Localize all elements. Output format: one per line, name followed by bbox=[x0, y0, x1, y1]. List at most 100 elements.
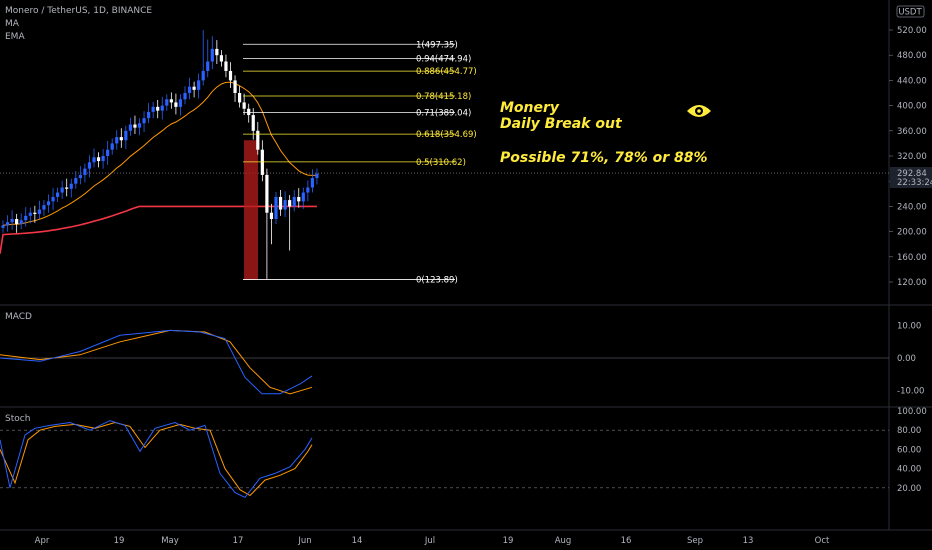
candle-body bbox=[247, 108, 251, 116]
fib-retracement[interactable]: 1(497.35) 0.94(474.94) 0.886(454.77) 0.78(4… bbox=[243, 40, 477, 286]
candle-body bbox=[233, 80, 237, 93]
candle-body bbox=[310, 178, 314, 188]
candle-body bbox=[5, 222, 10, 226]
price-tick-label: 520.00 bbox=[897, 26, 927, 36]
candle-body bbox=[1, 225, 5, 228]
annotation-line1: Monery bbox=[500, 100, 560, 116]
candle-body bbox=[19, 220, 23, 225]
candle-body bbox=[292, 196, 296, 207]
eye-icon bbox=[687, 105, 711, 117]
candle-body bbox=[46, 201, 51, 206]
candle-body bbox=[256, 130, 260, 150]
candle-body bbox=[269, 212, 274, 219]
price-tick-label: 440.00 bbox=[897, 76, 927, 86]
fib-level-label: 0.78(415.18) bbox=[416, 92, 471, 102]
candle-body bbox=[151, 106, 155, 112]
candle-body bbox=[133, 124, 137, 128]
candle-body bbox=[178, 99, 183, 107]
macd-signal-line bbox=[0, 329, 313, 395]
candle-body bbox=[69, 183, 73, 189]
candle-body bbox=[147, 111, 151, 119]
macd-title: MACD bbox=[5, 312, 32, 322]
candle-body bbox=[242, 102, 246, 109]
candle-body bbox=[174, 102, 178, 107]
candle-body bbox=[197, 80, 201, 90]
candle-body bbox=[192, 86, 196, 90]
candle-body bbox=[115, 137, 119, 144]
ma-line bbox=[0, 205, 317, 254]
moving-averages bbox=[0, 81, 889, 254]
candle-body bbox=[24, 215, 28, 221]
time-tick-label: Oct bbox=[815, 536, 830, 546]
candle-body bbox=[283, 200, 287, 210]
fib-level-label: 0(123.89) bbox=[416, 276, 458, 286]
candle-body bbox=[83, 168, 87, 175]
time-tick-label: Apr bbox=[35, 536, 50, 546]
candle-body bbox=[51, 196, 55, 202]
price-tick-label: 360.00 bbox=[897, 127, 927, 137]
candle-body bbox=[169, 99, 173, 103]
candles bbox=[1, 30, 319, 279]
candle-body bbox=[110, 143, 114, 150]
candle-body bbox=[265, 174, 269, 213]
candle-body bbox=[315, 173, 319, 179]
time-tick-label: May bbox=[161, 536, 179, 546]
ema-line bbox=[2, 81, 317, 226]
candle-body bbox=[142, 118, 146, 124]
macd-tick-label: -10.00 bbox=[897, 387, 924, 397]
candle-body bbox=[74, 178, 78, 184]
ma-label: MA bbox=[5, 19, 20, 29]
candle-body bbox=[297, 196, 301, 202]
candle-body bbox=[274, 196, 278, 219]
candle-body bbox=[33, 212, 37, 214]
candle-body bbox=[28, 212, 32, 216]
currency-badge[interactable] bbox=[896, 5, 925, 18]
time-ticks: Apr 19 May 17 Jun 14 Jul 19 Aug 16 Sep 13 Oct bbox=[35, 536, 830, 546]
fib-level-label: 0.94(474.94) bbox=[416, 54, 471, 64]
candle-body bbox=[65, 187, 69, 189]
fib-level-label: 1(497.35) bbox=[416, 40, 458, 50]
stoch-tick-label: 20.00 bbox=[897, 484, 921, 494]
time-tick-label: Aug bbox=[555, 536, 572, 546]
stoch-tick-label: 60.00 bbox=[897, 445, 921, 455]
candle-body bbox=[306, 187, 310, 193]
candle-body bbox=[128, 124, 132, 131]
stoch-k-line bbox=[0, 420, 313, 499]
candle-body bbox=[124, 130, 128, 141]
candle-body bbox=[278, 196, 283, 210]
fib-level-label: 0.5(310.62) bbox=[416, 158, 466, 168]
price-ticks: 520.00480.00440.00400.00360.00320.00280.… bbox=[897, 26, 927, 288]
time-tick-label: Sep bbox=[687, 536, 703, 546]
stoch-tick-label: 40.00 bbox=[897, 465, 921, 475]
candle-body bbox=[101, 156, 105, 162]
candle-body bbox=[96, 157, 101, 162]
candle-body bbox=[137, 123, 142, 128]
fib-level-label: 0.886(454.77) bbox=[416, 67, 477, 77]
fib-level-label: 0.71(389.04) bbox=[416, 109, 471, 119]
macd-line bbox=[0, 329, 313, 395]
candle-body bbox=[228, 70, 233, 81]
symbol-title: Monero / TetherUS, 1D, BINANCE bbox=[5, 6, 152, 16]
candle-body bbox=[165, 99, 169, 106]
stoch-pane: 100.00 80.00 60.00 40.00 20.00 bbox=[0, 407, 927, 499]
highlight-zone bbox=[244, 140, 258, 280]
candle-body bbox=[224, 61, 228, 71]
candle-body bbox=[201, 70, 205, 81]
candle-body bbox=[238, 93, 242, 103]
time-tick-label: 19 bbox=[503, 536, 514, 546]
time-tick-label: 14 bbox=[352, 536, 363, 546]
candle-body bbox=[15, 219, 19, 225]
annotation-line3: Possible 71%, 78% or 88% bbox=[500, 150, 708, 166]
last-price-tag bbox=[890, 167, 932, 188]
price-tick-label: 400.00 bbox=[897, 102, 927, 112]
stoch-title: Stoch bbox=[5, 414, 30, 424]
candle-body bbox=[210, 48, 214, 62]
last-price: 292.84 bbox=[897, 169, 927, 179]
price-tick-label: 120.00 bbox=[897, 278, 927, 288]
candle-body bbox=[78, 174, 82, 179]
price-tick-label: 240.00 bbox=[897, 202, 927, 212]
candle-body bbox=[87, 162, 92, 169]
time-tick-label: 16 bbox=[621, 536, 632, 546]
macd-tick-label: 10.00 bbox=[897, 322, 921, 332]
